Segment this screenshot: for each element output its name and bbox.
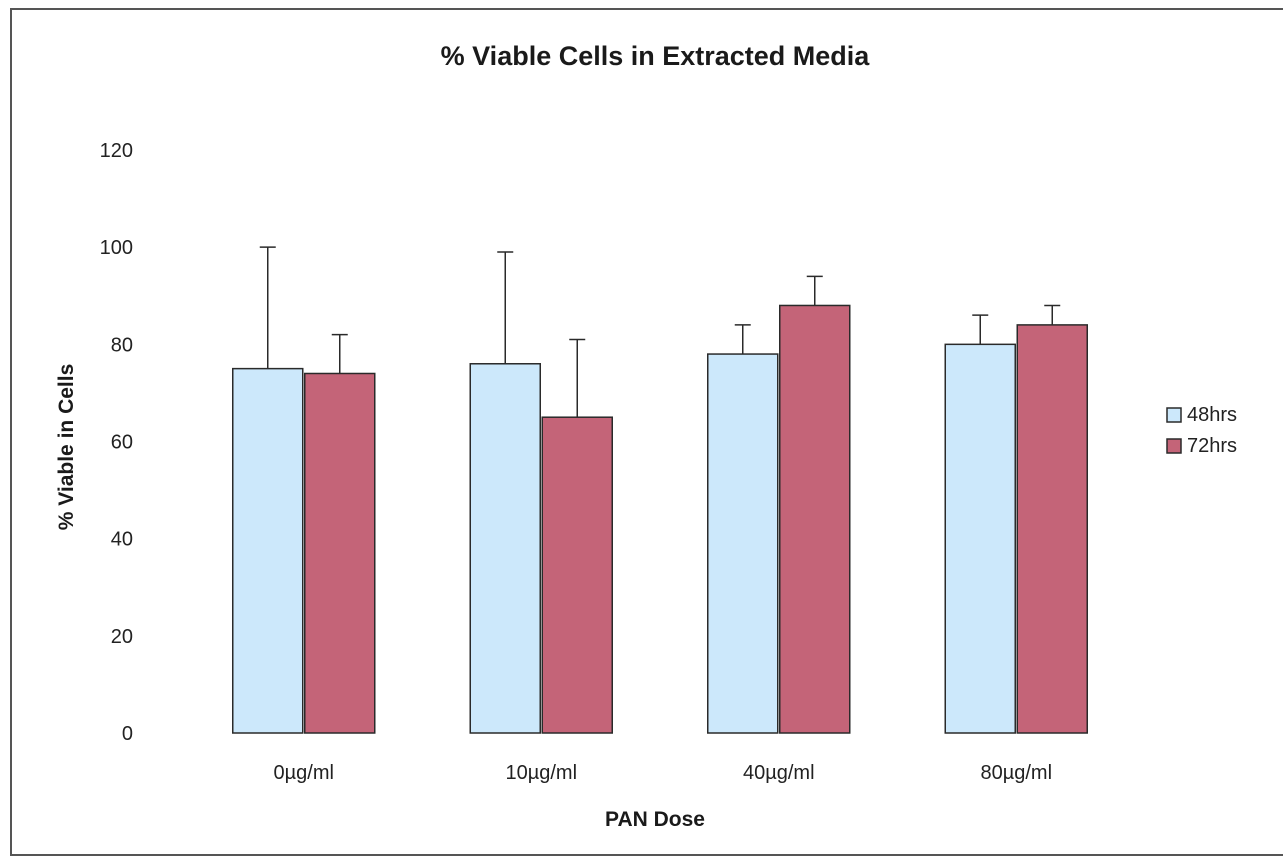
x-tick-label: 0µg/ml <box>274 762 334 784</box>
y-tick-label: 100 <box>100 237 133 259</box>
bar-72hrs-0 <box>304 372 376 734</box>
y-tick-label: 120 <box>100 140 133 162</box>
bar-72hrs-2 <box>779 304 851 734</box>
legend-swatch-48hrs <box>1166 407 1182 423</box>
bar-72hrs-1 <box>541 416 613 734</box>
y-axis-label: % Viable in Cells <box>55 364 78 531</box>
bar-48hrs-0 <box>232 367 304 734</box>
legend-label-48hrs: 48hrs <box>1187 404 1237 426</box>
bar-48hrs-1 <box>469 363 541 734</box>
legend-label-72hrs: 72hrs <box>1187 435 1237 457</box>
legend: 48hrs 72hrs <box>1166 404 1237 457</box>
y-axis-ticks: 0 20 40 60 80 100 120 <box>100 140 133 745</box>
x-tick-label: 40µg/ml <box>743 762 815 784</box>
bar-48hrs-3 <box>944 343 1016 734</box>
bars-group <box>232 304 1088 734</box>
y-tick-label: 40 <box>111 529 133 551</box>
x-axis-label: PAN Dose <box>605 808 705 831</box>
x-tick-label: 10µg/ml <box>505 762 577 784</box>
y-tick-label: 0 <box>122 723 133 745</box>
y-tick-label: 80 <box>111 334 133 356</box>
y-tick-label: 60 <box>111 432 133 454</box>
bar-72hrs-3 <box>1016 324 1088 734</box>
bar-48hrs-2 <box>707 353 779 734</box>
legend-swatch-72hrs <box>1166 438 1182 454</box>
y-tick-label: 20 <box>111 626 133 648</box>
error-bars-group <box>259 246 1061 418</box>
x-axis-ticks: 0µg/ml 10µg/ml 40µg/ml 80µg/ml <box>274 762 1053 784</box>
x-tick-label: 80µg/ml <box>980 762 1052 784</box>
chart-title: % Viable Cells in Extracted Media <box>441 41 871 71</box>
